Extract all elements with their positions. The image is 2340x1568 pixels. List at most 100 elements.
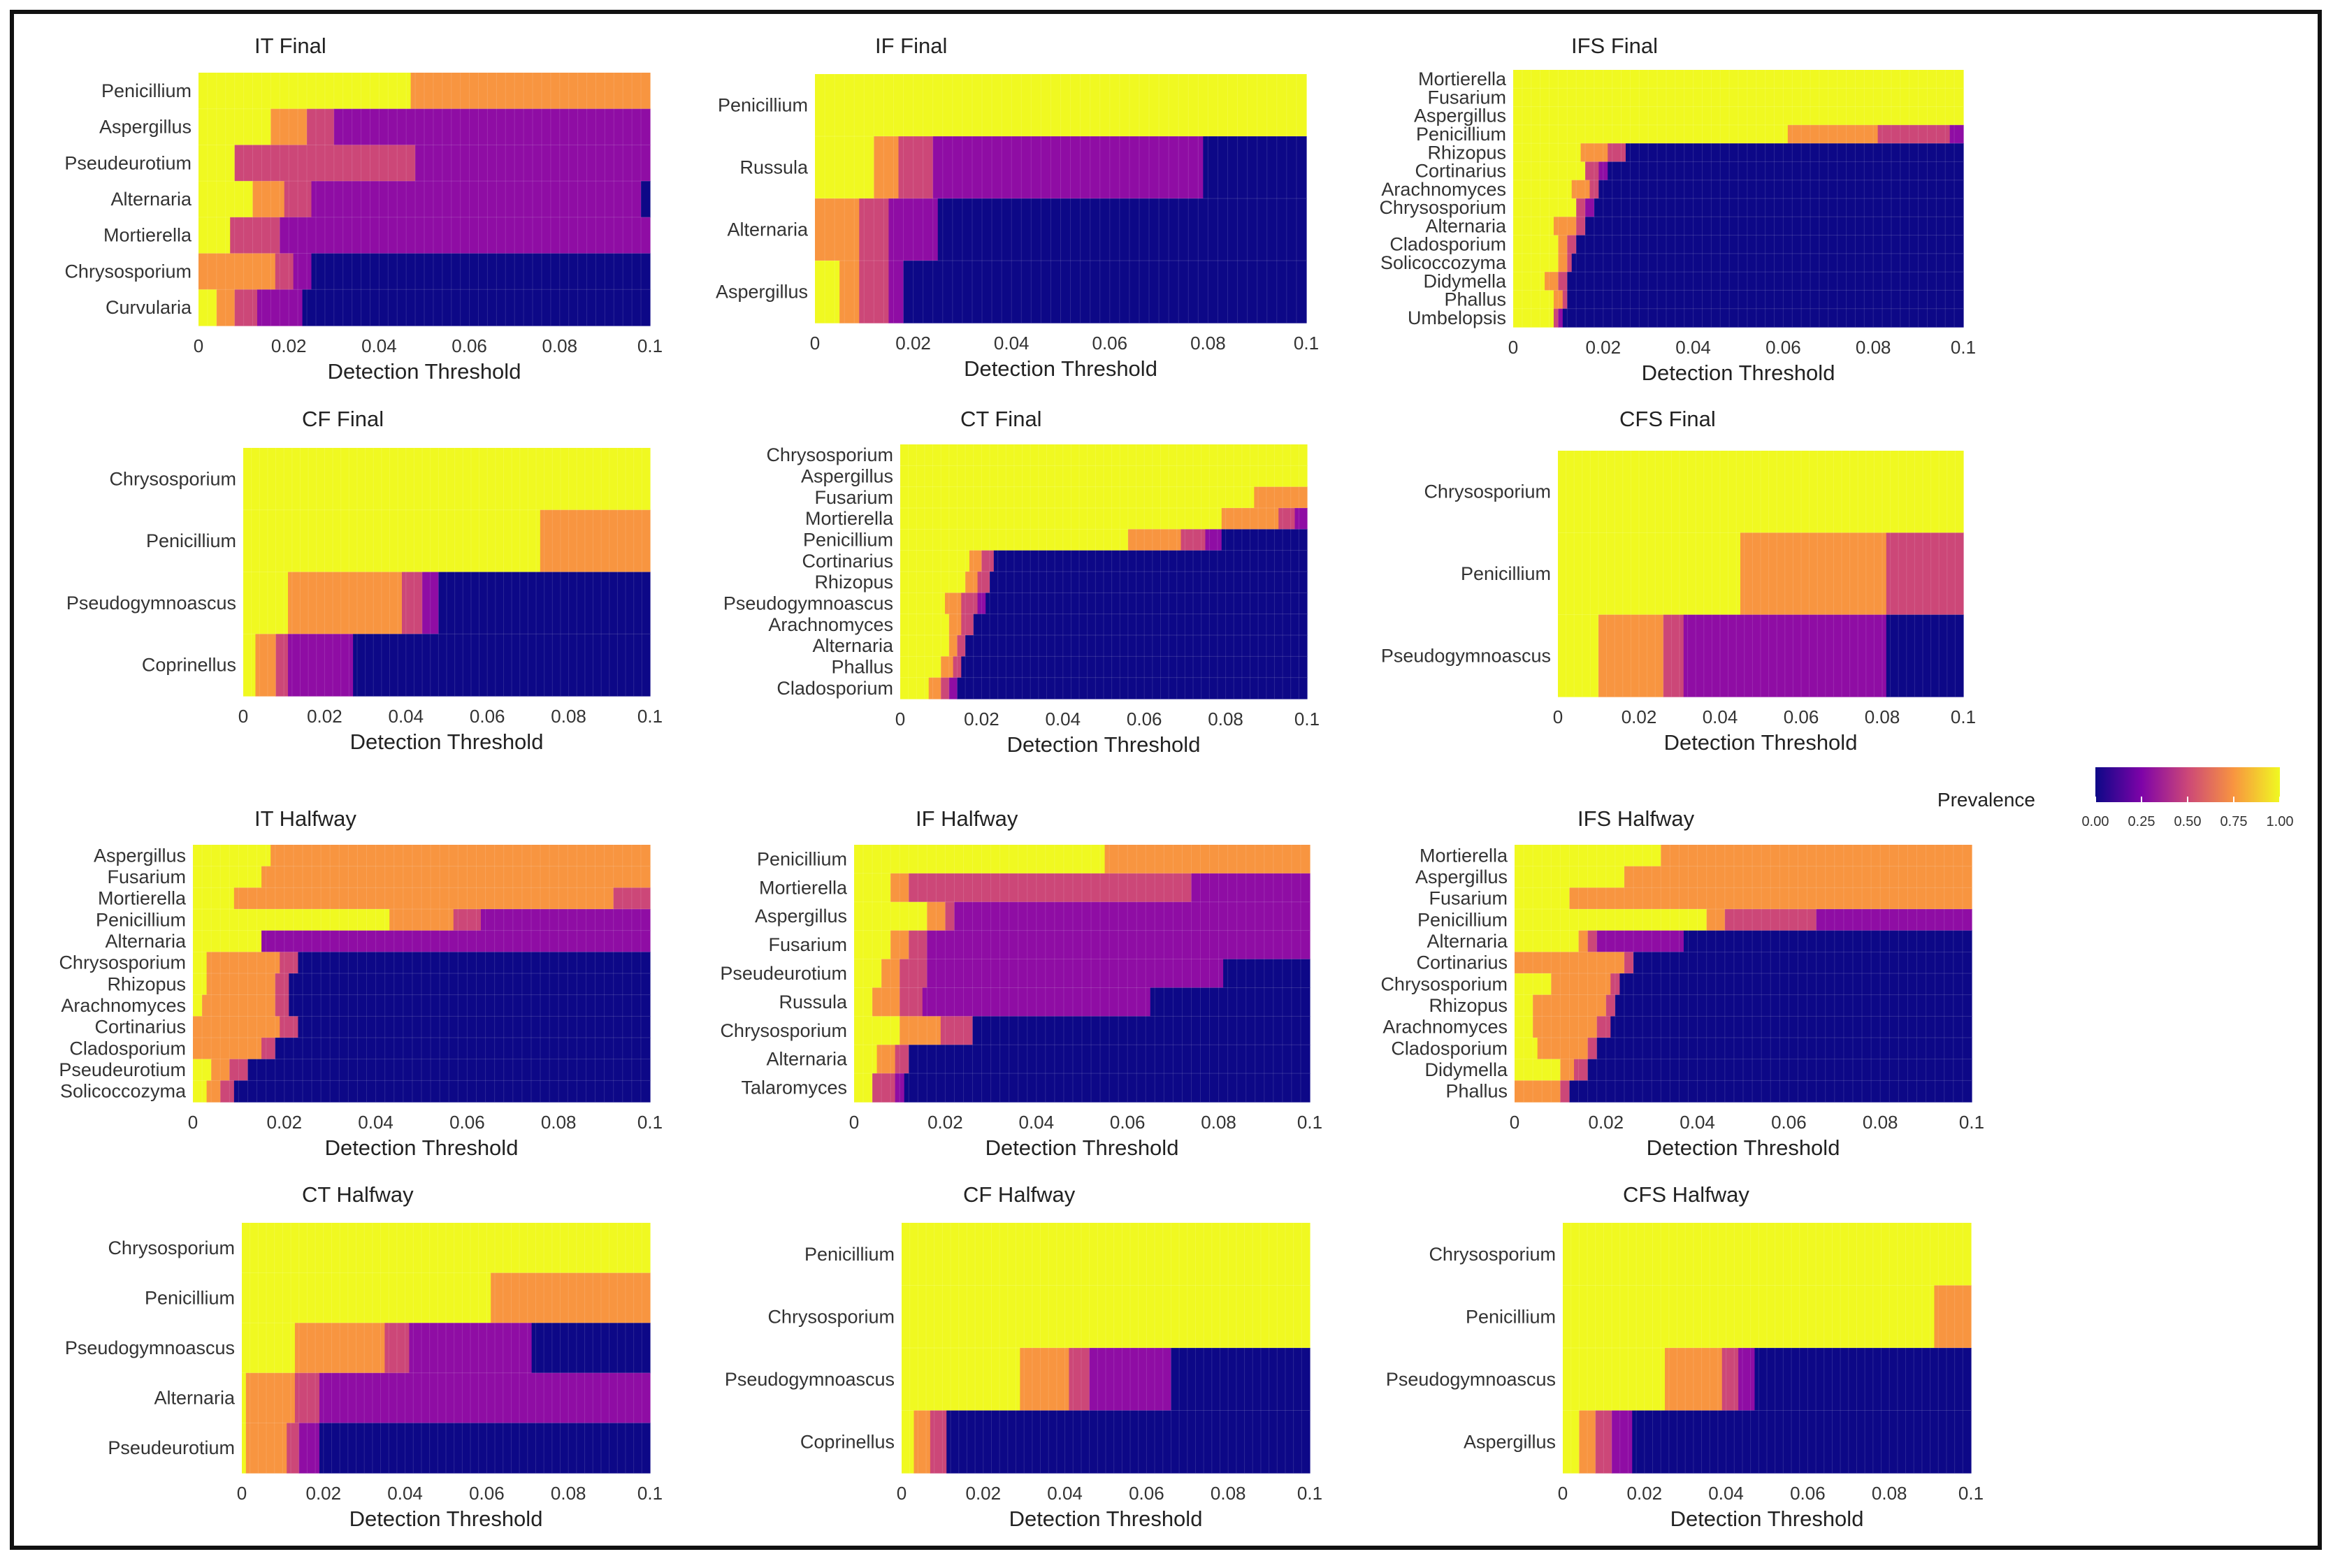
legend-title: Prevalence	[1937, 789, 2035, 811]
heatmap-cell	[913, 1410, 931, 1474]
x-tick-label: 0.08	[1872, 1483, 1907, 1504]
heatmap-cell	[280, 952, 299, 974]
y-tick-label: Alternaria	[154, 1388, 236, 1409]
x-tick-label: 0.1	[637, 335, 663, 356]
heatmap-cell	[990, 572, 1308, 593]
x-tick-label: 0.04	[1018, 1112, 1054, 1133]
cell-grid	[243, 448, 650, 696]
heatmap-cell	[1624, 952, 1634, 974]
heatmap-cell	[1558, 235, 1568, 254]
x-tick-label: 0.08	[1856, 337, 1891, 358]
heatmap-cell	[293, 253, 312, 290]
heatmap-cell	[854, 1016, 900, 1045]
heatmap-cell	[961, 614, 974, 636]
heatmap-cell	[937, 198, 1307, 261]
y-tick-label: Mortierella	[98, 888, 187, 909]
heatmap-cell	[981, 550, 995, 572]
x-tick-label: 0.1	[1958, 1483, 1984, 1504]
heatmap-cell	[1633, 952, 1972, 974]
y-tick-label: Pseudogymnoascus	[1386, 1369, 1556, 1390]
heatmap-cell	[859, 261, 890, 324]
heatmap-cell	[922, 987, 1151, 1017]
heatmap-cell	[1563, 1223, 1972, 1286]
heatmap-cell	[216, 289, 236, 326]
heatmap-cell	[881, 959, 900, 989]
y-tick-label: Pseudeurotium	[64, 152, 192, 173]
heatmap-cell	[1513, 143, 1582, 163]
x-tick-label: 0.06	[1771, 1112, 1807, 1133]
y-tick-label: Alternaria	[105, 931, 187, 952]
heatmap-cell	[1553, 308, 1559, 328]
heatmap-cell	[298, 1016, 651, 1038]
heatmap-cell	[288, 634, 354, 697]
y-tick-label: Pseudeurotium	[108, 1437, 235, 1458]
x-tick-label: 0.1	[1951, 706, 1976, 727]
panel-title: CFS Halfway	[1623, 1182, 1749, 1207]
heatmap-cell	[1571, 180, 1591, 199]
heatmap-cell	[977, 572, 990, 593]
heatmap-cell	[1515, 994, 1533, 1017]
heatmap-cell	[243, 448, 651, 511]
heatmap-cell	[1515, 909, 1707, 931]
cell-grid	[1563, 1223, 1971, 1473]
y-tick-label: Alternaria	[766, 1049, 848, 1070]
heatmap-cell	[1515, 1038, 1538, 1060]
heatmap-cell	[243, 509, 541, 573]
y-tick-label: Penicillium	[146, 530, 236, 551]
heatmap-cell	[242, 1272, 491, 1323]
heatmap-cell	[888, 198, 939, 261]
heatmap-cell	[941, 656, 954, 678]
heatmap-cell	[902, 1348, 1020, 1411]
y-tick-label: Pseudeurotium	[720, 963, 847, 984]
heatmap-cell	[1127, 529, 1182, 551]
y-tick-label: Penicillium	[1461, 563, 1551, 584]
heatmap-cell	[307, 108, 335, 146]
heatmap-cell	[257, 289, 303, 326]
y-tick-label: Chrysosporium	[1429, 1244, 1556, 1265]
y-tick-label: Aspergillus	[1414, 106, 1506, 126]
x-axis-label: Detection Threshold	[1642, 361, 1835, 385]
y-tick-label: Alternaria	[110, 189, 192, 210]
heatmap-cell	[289, 973, 651, 996]
x-axis-label: Detection Threshold	[349, 1507, 543, 1531]
heatmap-cell	[1683, 930, 1972, 952]
heatmap-cell	[972, 1016, 1310, 1045]
heatmap-cell	[1596, 1016, 1611, 1038]
y-tick-label: Arachnomyces	[61, 995, 186, 1016]
panel-cf-halfway: CF Halfway Penicillium Chrysosporium Pseudo…	[725, 1182, 1322, 1531]
heatmap-cell	[1578, 930, 1589, 952]
heatmap-cell	[438, 572, 651, 634]
panel-if-final: IF Final Penicillium Russula Alternaria Aspe…	[716, 34, 1319, 381]
heatmap-cell	[902, 1285, 1310, 1349]
heatmap-cell	[311, 253, 651, 290]
legend-colorbar	[2095, 767, 2280, 802]
heatmap-cell	[193, 930, 262, 952]
heatmap-cell	[193, 1016, 208, 1038]
panel-ct-halfway: CT Halfway Chrysosporium Penicillium Pseudo…	[65, 1182, 663, 1531]
heatmap-cell	[1515, 866, 1625, 888]
heatmap-cell	[1567, 235, 1577, 254]
heatmap-cell	[302, 289, 651, 326]
panel-title: CT Halfway	[302, 1182, 414, 1207]
heatmap-cell	[255, 634, 277, 697]
y-tick-label: Fusarium	[768, 934, 847, 955]
heatmap-cell	[874, 136, 900, 199]
x-tick-label: 0.1	[1951, 337, 1976, 358]
heatmap-cell	[859, 198, 890, 261]
heatmap-cell	[890, 873, 909, 903]
x-tick-label: 0	[849, 1112, 859, 1133]
heatmap-cell	[243, 572, 289, 634]
y-tick-label: Cortinarius	[94, 1017, 186, 1038]
heatmap-cell	[1513, 272, 1545, 291]
heatmap-cell	[1589, 180, 1599, 199]
heatmap-cell	[876, 1045, 896, 1074]
heatmap-cell	[872, 1073, 896, 1103]
x-tick-label: 0	[237, 1483, 247, 1504]
heatmap-cell	[1562, 308, 1964, 328]
heatmap-cell	[946, 1410, 1310, 1474]
y-tick-label: Alternaria	[1427, 931, 1508, 952]
heatmap-cell	[1610, 973, 1621, 996]
x-tick-label: 0.1	[1297, 1483, 1322, 1504]
panel-it-final: IT Final Penicillium Aspergillus Pseudeurot…	[64, 34, 663, 384]
heatmap-cell	[288, 572, 403, 634]
